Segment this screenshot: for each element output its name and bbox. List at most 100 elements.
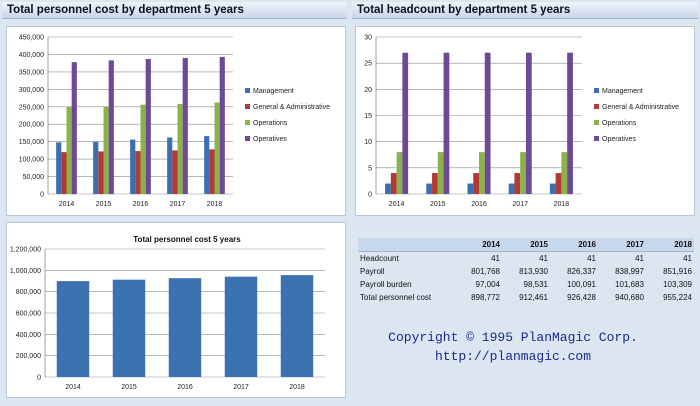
bar [484, 52, 491, 195]
table-cell: 98,531 [523, 280, 548, 289]
x-tick-label: 2014 [65, 384, 81, 391]
y-tick-label: 600,000 [16, 311, 41, 318]
total-cost-chart-panel: 0 200,000 400,000 600,000 800,000 1,000,000 1,… [6, 222, 346, 398]
x-tick-label: 2016 [133, 201, 149, 208]
bar [56, 281, 90, 377]
y-tick-label: 5 [368, 165, 372, 172]
y-tick-label: 25 [364, 61, 372, 68]
copyright-text: Copyright © 1995 PlanMagic Corp. [388, 330, 638, 345]
x-tick-label: 2017 [233, 384, 249, 391]
bar [66, 106, 72, 194]
table-cell: 101,683 [615, 280, 644, 289]
legend-swatch [594, 88, 599, 93]
table-cell: 898,772 [471, 293, 500, 302]
x-tick-label: 2015 [96, 201, 112, 208]
x-tick-label: 2014 [59, 201, 75, 208]
table-cell: 912,461 [519, 293, 548, 302]
table-cell: Payroll [360, 267, 385, 276]
table-row: Payroll 801,768 813,930 826,337 838,997 … [358, 265, 694, 278]
table-cell: Total personnel cost [360, 293, 432, 302]
y-tick-label: 1,000,000 [10, 268, 41, 275]
bar [390, 173, 397, 194]
table-cell: 41 [587, 254, 596, 263]
bar [135, 151, 141, 194]
bar [473, 173, 479, 194]
table-cell: 801,768 [471, 267, 500, 276]
bar [224, 276, 258, 377]
x-tick-label: 2017 [512, 201, 528, 208]
table-cell: 103,309 [663, 280, 692, 289]
bar [479, 152, 485, 194]
table-header-cell: 2017 [598, 238, 646, 252]
legend-swatch [245, 88, 250, 93]
bar [168, 278, 202, 377]
table-header-row: 2014 2015 2016 2017 2018 [358, 238, 694, 252]
headcount-chart-panel: 0 5 10 15 20 25 30 2014 2015 2016 2017 2018 Manageme… [355, 26, 695, 216]
bar [561, 152, 568, 194]
legend-swatch [594, 136, 599, 141]
bar [130, 139, 136, 194]
bar [508, 183, 515, 194]
bar [467, 183, 474, 194]
bar [549, 183, 556, 194]
y-tick-label: 1,200,000 [10, 247, 41, 254]
legend-swatch [594, 120, 599, 125]
y-tick-label: 0 [40, 192, 44, 199]
headcount-by-department-chart: 0 5 10 15 20 25 30 2014 2015 2016 2017 2018 Manageme… [364, 35, 679, 209]
table-cell: 97,004 [475, 280, 500, 289]
bar [555, 173, 562, 194]
legend-swatch [594, 104, 599, 109]
table-row: Headcount 41 41 41 41 41 [358, 252, 694, 266]
bar [385, 183, 391, 194]
legend-label: General & Administrative [602, 104, 679, 111]
personnel-cost-by-department-chart: 0 50,000 100,000 150,000 200,000 250,000 300,0… [19, 35, 330, 209]
y-tick-label: 800,000 [16, 289, 41, 296]
table-cell: 955,224 [663, 293, 692, 302]
table-cell: 838,997 [615, 267, 644, 276]
bar [514, 173, 521, 194]
bar [443, 52, 450, 195]
table-cell: 100,091 [567, 280, 596, 289]
bar [98, 151, 104, 194]
table-row: Payroll burden 97,004 98,531 100,091 101… [358, 278, 694, 291]
bar [204, 136, 210, 194]
bar [56, 142, 62, 194]
summary-table: 2014 2015 2016 2017 2018 Headcount 41 41… [358, 238, 694, 304]
chart-title: Total personnel cost 5 years [133, 235, 241, 244]
x-tick-label: 2018 [289, 384, 305, 391]
bar [71, 62, 77, 195]
bar [567, 52, 573, 195]
table-header-cell: 2014 [454, 238, 502, 252]
bar [426, 183, 433, 194]
legend-label: Operatives [602, 136, 636, 143]
x-tick-label: 2016 [177, 384, 193, 391]
y-tick-label: 0 [368, 192, 372, 199]
bar [93, 141, 99, 194]
bar [145, 58, 151, 195]
bar [182, 57, 188, 194]
bar [172, 150, 178, 194]
bar [437, 152, 444, 194]
x-tick-label: 2015 [430, 201, 446, 208]
x-tick-label: 2015 [121, 384, 137, 391]
table-cell: 940,680 [615, 293, 644, 302]
x-tick-label: 2017 [170, 201, 186, 208]
y-tick-label: 250,000 [19, 104, 44, 111]
y-tick-label: 200,000 [16, 353, 41, 360]
x-tick-label: 2018 [554, 201, 570, 208]
bar [61, 152, 67, 194]
legend-label: Operations [602, 120, 637, 127]
y-tick-label: 50,000 [23, 174, 45, 181]
table-header-cell [358, 238, 454, 252]
table-cell: 926,428 [567, 293, 596, 302]
legend-swatch [245, 136, 250, 141]
legend-swatch [245, 104, 250, 109]
y-tick-label: 400,000 [19, 52, 44, 59]
bar [280, 275, 314, 377]
table-cell: 41 [683, 254, 692, 263]
legend-label: General & Administrative [253, 104, 330, 111]
legend-label: Operatives [253, 136, 287, 143]
legend-swatch [245, 120, 250, 125]
website-link[interactable]: http://planmagic.com [434, 349, 592, 364]
y-tick-label: 0 [37, 375, 41, 382]
